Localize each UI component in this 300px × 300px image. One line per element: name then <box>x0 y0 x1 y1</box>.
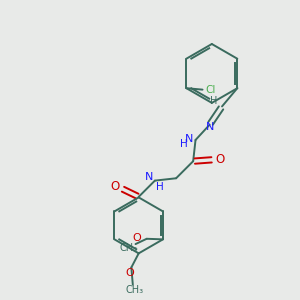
Text: O: O <box>110 180 120 193</box>
Text: CH₃: CH₃ <box>125 285 143 296</box>
Text: O: O <box>132 233 141 243</box>
Text: O: O <box>125 268 134 278</box>
Text: H: H <box>181 139 188 148</box>
Text: H: H <box>210 96 218 106</box>
Text: N: N <box>145 172 153 182</box>
Text: N: N <box>185 134 193 143</box>
Text: Cl: Cl <box>206 85 216 94</box>
Text: CH₃: CH₃ <box>120 243 138 253</box>
Text: O: O <box>215 153 224 166</box>
Text: H: H <box>156 182 164 192</box>
Text: N: N <box>206 122 214 132</box>
